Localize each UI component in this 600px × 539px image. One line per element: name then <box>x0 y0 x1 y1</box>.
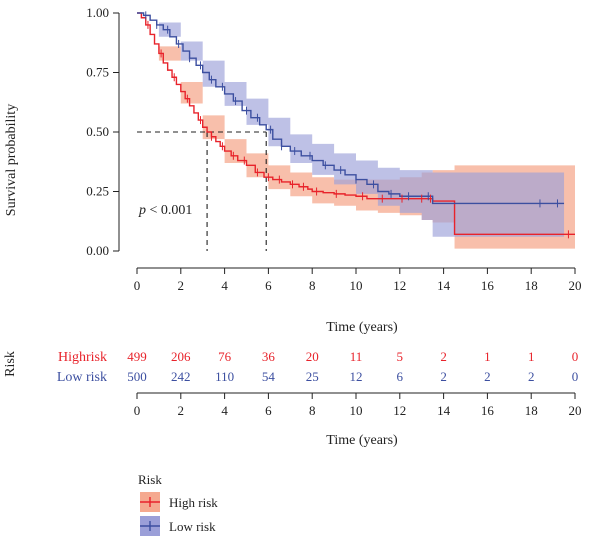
risk-x-tick-label: 16 <box>481 403 495 418</box>
median-survival-lines <box>137 131 267 251</box>
legend: Risk High risk Low risk <box>138 472 218 536</box>
x-tick-label: 4 <box>221 278 228 293</box>
ci-band-low-risk <box>137 13 565 237</box>
risk-count-high: 76 <box>218 349 232 364</box>
survival-curve-low-risk <box>137 12 565 205</box>
risk-count-low: 54 <box>262 369 276 384</box>
risk-count-high: 1 <box>484 349 491 364</box>
risk-x-tick-label: 0 <box>134 403 141 418</box>
y-tick-label: 0.50 <box>86 124 109 139</box>
x-tick-label: 20 <box>569 278 582 293</box>
censor-marks <box>145 11 569 239</box>
x-tick-label: 10 <box>350 278 363 293</box>
risk-count-low: 500 <box>127 369 147 384</box>
risk-count-high: 1 <box>528 349 535 364</box>
risk-x-tick-label: 6 <box>265 403 272 418</box>
risk-table-axis: 0 2 4 6 8 10 12 14 16 18 20 <box>134 392 582 418</box>
risk-x-tick-label: 12 <box>393 403 406 418</box>
y-tick-label: 0.00 <box>86 243 109 258</box>
x-tick-label: 2 <box>178 278 185 293</box>
risk-count-high: 499 <box>127 349 147 364</box>
risk-count-high: 20 <box>306 349 319 364</box>
y-tick-label: 0.25 <box>86 184 109 199</box>
risk-table-title: Risk <box>3 351 18 377</box>
legend-item-low-risk: Low risk <box>140 516 216 536</box>
risk-count-low: 2 <box>484 369 491 384</box>
x-tick-label: 6 <box>265 278 272 293</box>
risk-count-low: 12 <box>350 369 363 384</box>
risk-x-tick-label: 14 <box>437 403 451 418</box>
x-axis-title: Time (years) <box>326 320 398 335</box>
x-tick-label: 0 <box>134 278 141 293</box>
risk-x-tick-label: 8 <box>309 403 316 418</box>
risk-count-low: 2 <box>528 369 535 384</box>
x-tick-label: 12 <box>393 278 406 293</box>
risk-count-low: 2 <box>440 369 447 384</box>
risk-x-tick-label: 20 <box>569 403 582 418</box>
y-tick-label: 0.75 <box>86 65 109 80</box>
risk-x-tick-label: 4 <box>221 403 228 418</box>
survival-plot: 0.00 0.25 0.50 0.75 1.00 0 2 4 6 8 10 12 14 16 18 20 Su… <box>4 5 582 335</box>
y-axis-title: Survival probability <box>4 104 19 216</box>
p-value-annotation: p < 0.001 <box>138 203 192 218</box>
risk-row-label-high: Highrisk <box>58 350 107 365</box>
risk-count-low: 6 <box>397 369 404 384</box>
risk-count-low: 242 <box>171 369 191 384</box>
risk-count-high: 0 <box>572 349 579 364</box>
risk-table: Risk Highrisk Low risk 499 206 76 36 20 11 5 2 1… <box>3 349 582 448</box>
risk-count-low: 110 <box>215 369 234 384</box>
legend-label-high-risk: High risk <box>169 495 218 510</box>
risk-count-high: 206 <box>171 349 191 364</box>
x-tick-label: 16 <box>481 278 495 293</box>
risk-x-tick-label: 18 <box>525 403 538 418</box>
risk-count-high: 36 <box>262 349 276 364</box>
confidence-bands <box>137 13 575 249</box>
x-tick-label: 8 <box>309 278 316 293</box>
risk-x-tick-label: 2 <box>178 403 185 418</box>
risk-count-high: 5 <box>397 349 404 364</box>
legend-item-high-risk: High risk <box>140 492 218 512</box>
risk-x-tick-label: 10 <box>350 403 363 418</box>
survival-curves <box>137 12 575 236</box>
risk-count-low: 0 <box>572 369 579 384</box>
risk-count-low: 25 <box>306 369 319 384</box>
survival-curve-high-risk <box>137 12 575 236</box>
risk-count-high: 11 <box>350 349 363 364</box>
x-tick-label: 14 <box>437 278 451 293</box>
legend-label-low-risk: Low risk <box>169 519 216 534</box>
x-tick-label: 18 <box>525 278 538 293</box>
risk-x-axis-title: Time (years) <box>326 433 398 448</box>
risk-count-high: 2 <box>440 349 447 364</box>
y-tick-label: 1.00 <box>86 5 109 20</box>
risk-row-label-low: Low risk <box>57 370 107 385</box>
plot-axes: 0.00 0.25 0.50 0.75 1.00 0 2 4 6 8 10 12 14 16 18 20 <box>86 5 581 293</box>
legend-title: Risk <box>138 472 162 487</box>
